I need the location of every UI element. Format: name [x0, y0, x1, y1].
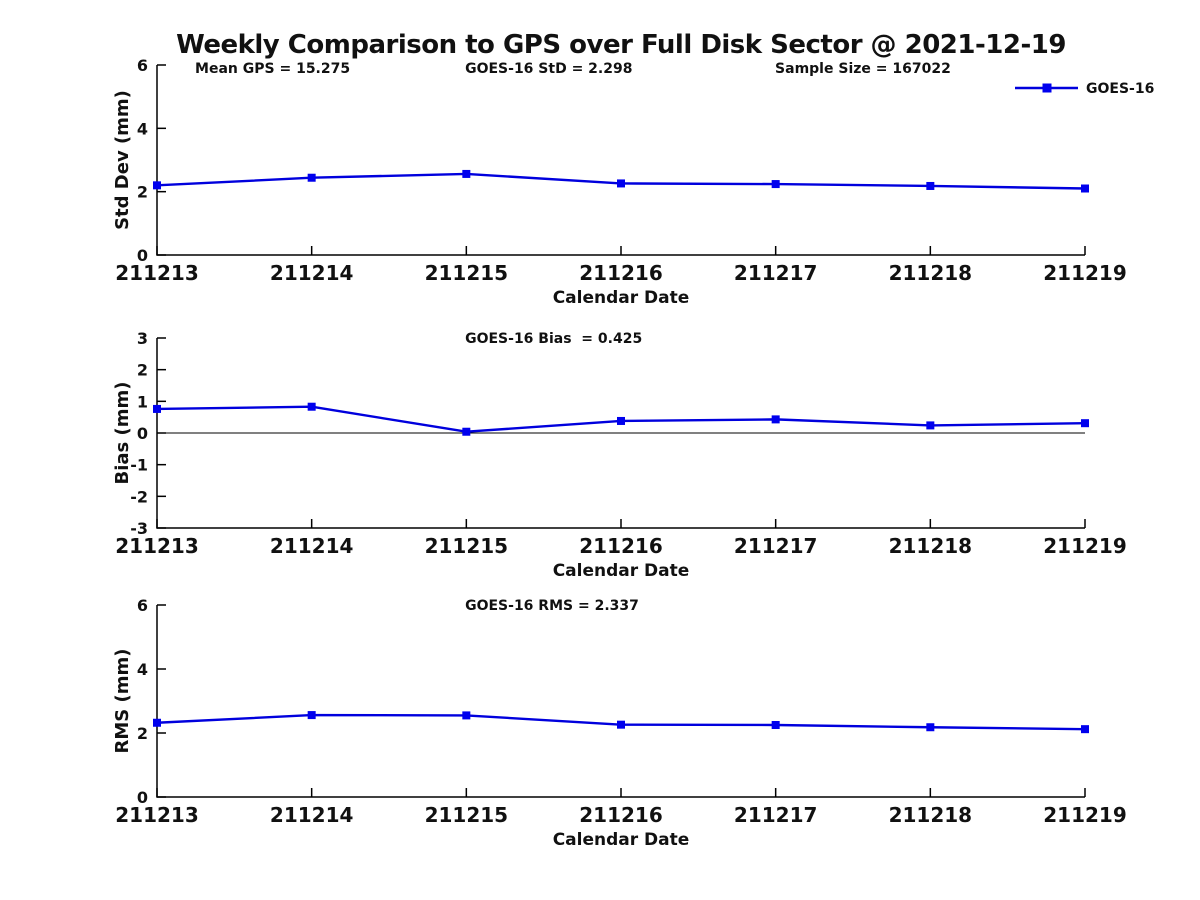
y-tick-label: 6 — [137, 56, 148, 75]
axis-spines — [156, 65, 1085, 256]
y-tick-label: 3 — [137, 329, 148, 348]
x-axis-label: Calendar Date — [553, 830, 690, 850]
data-point-marker — [771, 415, 780, 424]
data-point-marker — [617, 416, 625, 425]
data-point-marker — [617, 720, 625, 729]
data-point-marker — [926, 421, 935, 430]
x-tick-label: 211218 — [889, 261, 973, 285]
legend-label: GOES-16 — [1086, 81, 1154, 97]
annotation: Sample Size = 167022 — [775, 61, 951, 77]
data-point-marker — [617, 179, 625, 188]
x-tick-label: 211218 — [889, 534, 973, 558]
y-tick-label: 2 — [137, 724, 148, 743]
y-axis-label: RMS (mm) — [112, 649, 133, 754]
x-tick-label: 211216 — [579, 261, 663, 285]
annotation: GOES-16 StD = 2.298 — [465, 61, 632, 77]
x-tick-label: 211219 — [1043, 261, 1127, 285]
x-tick-label: 211214 — [270, 803, 354, 827]
x-axis-label: Calendar Date — [553, 288, 690, 308]
x-tick-label: 211214 — [270, 261, 354, 285]
x-tick-label: 211213 — [115, 534, 199, 558]
data-point-marker — [771, 180, 780, 189]
x-tick-label: 211217 — [734, 261, 818, 285]
data-point-marker — [771, 721, 780, 729]
data-point-marker — [462, 711, 471, 720]
y-tick-label: 0 — [137, 788, 148, 807]
data-point-marker — [153, 404, 161, 413]
data-point-marker — [1081, 184, 1089, 193]
x-tick-label: 211213 — [115, 261, 199, 285]
y-tick-label: 6 — [137, 596, 148, 615]
x-tick-label: 211218 — [889, 803, 973, 827]
data-point-marker — [1081, 725, 1089, 734]
x-tick-label: 211215 — [425, 803, 509, 827]
data-point-marker — [462, 427, 471, 436]
data-point-marker — [926, 181, 935, 190]
axis-spines — [156, 605, 1085, 798]
y-tick-label: 0 — [137, 424, 148, 443]
annotation: GOES-16 Bias = 0.425 — [465, 331, 642, 347]
x-tick-label: 211219 — [1043, 803, 1127, 827]
y-tick-label: 4 — [137, 119, 148, 138]
y-tick-label: -2 — [130, 487, 148, 506]
data-point-marker — [153, 718, 161, 727]
data-point-marker — [307, 402, 316, 411]
x-tick-label: 211214 — [270, 534, 354, 558]
x-tick-label: 211217 — [734, 534, 818, 558]
x-axis-label: Calendar Date — [553, 561, 690, 581]
y-axis-label: Std Dev (mm) — [112, 90, 133, 230]
x-tick-label: 211215 — [425, 534, 509, 558]
legend-marker — [1042, 83, 1052, 93]
data-point-marker — [462, 169, 471, 178]
y-tick-label: -3 — [130, 519, 148, 538]
x-tick-label: 211217 — [734, 803, 818, 827]
y-tick-label: 0 — [137, 246, 148, 265]
y-tick-label: 2 — [137, 183, 148, 202]
y-tick-label: 2 — [137, 361, 148, 380]
y-tick-label: 4 — [137, 660, 148, 679]
data-point-marker — [307, 711, 316, 720]
y-tick-label: -1 — [130, 456, 148, 475]
main-title: Weekly Comparison to GPS over Full Disk … — [176, 30, 1066, 60]
data-point-marker — [153, 181, 161, 190]
x-tick-label: 211216 — [579, 534, 663, 558]
data-point-marker — [1081, 419, 1089, 428]
data-point-marker — [307, 173, 316, 182]
x-tick-label: 211219 — [1043, 534, 1127, 558]
annotation: GOES-16 RMS = 2.337 — [465, 598, 639, 614]
data-point-marker — [926, 723, 935, 732]
y-axis-label: Bias (mm) — [112, 382, 133, 485]
x-tick-label: 211213 — [115, 803, 199, 827]
y-tick-label: 1 — [137, 392, 148, 411]
x-tick-label: 211216 — [579, 803, 663, 827]
x-tick-label: 211215 — [425, 261, 509, 285]
annotation: Mean GPS = 15.275 — [195, 61, 350, 77]
